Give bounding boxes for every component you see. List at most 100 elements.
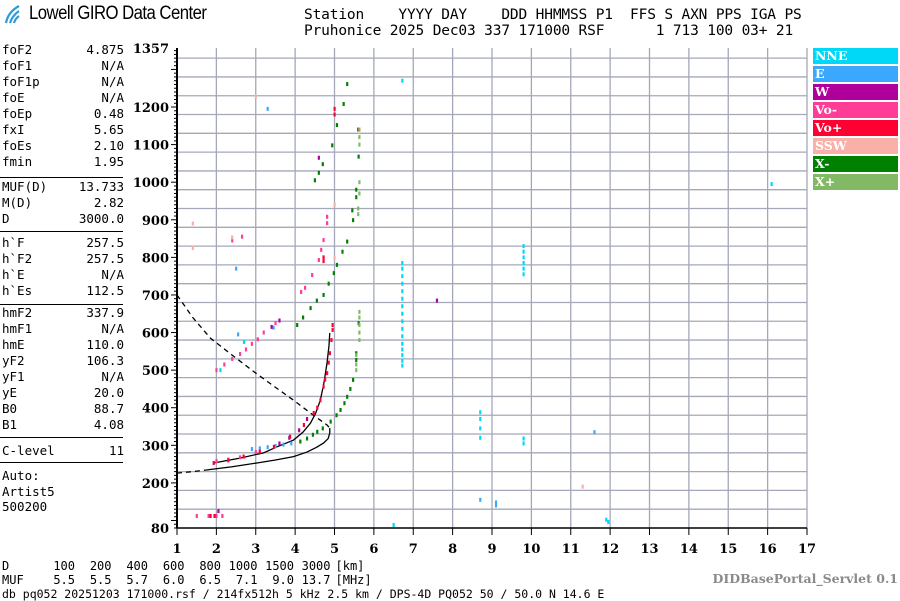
data-point-xplus (358, 180, 361, 185)
data-point-nne (522, 272, 525, 277)
legend-item-e: E (813, 66, 898, 82)
data-point-xminus (322, 292, 325, 297)
param-row: yF2 106.3 (2, 353, 124, 369)
data-point-nne (401, 334, 404, 339)
data-point-voplus (302, 423, 305, 428)
table-cell: 5.7 (126, 573, 148, 587)
data-point-ssw (581, 484, 584, 489)
data-point-xminus (296, 323, 299, 328)
param-label: foEp (2, 106, 33, 121)
data-point-e (272, 325, 275, 330)
param-value: 4.08 (93, 417, 124, 432)
data-point-vominus (223, 362, 226, 367)
data-point-xplus (358, 315, 361, 320)
divider (0, 177, 123, 178)
distance-row: D 100 200 400 600 800 1000 1500 3000 [km] (2, 559, 364, 573)
data-point-ssw (333, 202, 336, 207)
param-value: N/A (101, 267, 124, 282)
data-point-vominus (254, 450, 257, 455)
autoscaler-info: Artist5 (2, 483, 55, 499)
param-row: MUF(D) 13.733 (2, 179, 124, 195)
param-value: 13.733 (78, 179, 124, 194)
x-tick-label: 3 (251, 542, 260, 557)
divider (0, 231, 123, 232)
data-point-xplus (355, 368, 358, 373)
x-tick-label: 1 (172, 542, 181, 557)
data-point-voplus (258, 449, 261, 454)
legend-item-voplus: Vo+ (813, 120, 898, 136)
param-value: 88.7 (93, 401, 124, 416)
data-point-nne (479, 416, 482, 421)
data-point-xplus (358, 309, 361, 314)
table-cell: 3000 (301, 559, 331, 573)
data-point-nne (401, 353, 404, 358)
data-point-e (479, 497, 482, 502)
param-row: M(D) 2.82 (2, 195, 124, 211)
param-label: fmin (2, 154, 33, 169)
param-value: N/A (101, 90, 124, 105)
data-point-vominus (322, 238, 325, 243)
x-tick-label: 15 (719, 542, 737, 557)
data-point-ssw (231, 235, 234, 240)
data-point-e (494, 503, 498, 508)
data-point-xminus (313, 178, 317, 183)
data-point-w (270, 324, 273, 329)
param-value: 4.875 (86, 42, 124, 57)
wifi-logo-icon (4, 5, 20, 24)
data-point-xplus (357, 206, 360, 211)
profile-curve (205, 428, 331, 471)
divider (0, 304, 123, 305)
data-point-xminus (352, 218, 355, 223)
data-point-nne (522, 441, 525, 446)
servlet-version: DIDBasePortal_Servlet 0.1 (712, 571, 898, 586)
data-point-xminus (335, 123, 339, 128)
table-cell: 5.5 (89, 573, 112, 587)
data-point-nne (479, 410, 482, 415)
data-point-nne (401, 347, 404, 352)
logo: Lowell GIRO Data Center (4, 3, 231, 25)
param-value: 3000.0 (78, 211, 124, 226)
data-point-voplus (324, 377, 327, 382)
param-value: 2.82 (93, 195, 124, 210)
data-point-nne (401, 281, 404, 286)
param-label: foE (2, 90, 25, 105)
data-point-vominus (256, 337, 259, 342)
data-point-voplus (319, 398, 322, 403)
data-point-xplus (357, 212, 360, 217)
data-point-nne (401, 296, 404, 301)
y-tick-label: 600 (142, 327, 169, 342)
table-cell: 1000 (228, 559, 258, 573)
data-point-xminus (355, 357, 358, 362)
dashed-curve (176, 294, 331, 429)
data-point-voplus (326, 371, 329, 376)
x-tick-label: 7 (409, 542, 418, 557)
data-point-voplus (333, 112, 336, 117)
data-point-vominus (221, 513, 224, 518)
data-point-xminus (341, 249, 344, 254)
muf-row: MUF 5.5 5.5 5.7 6.0 6.5 7.1 9.0 13.7 [MHz] (2, 573, 372, 587)
table-cell: 6.0 (162, 573, 185, 587)
data-point-xminus (317, 170, 320, 175)
data-point-nne (392, 522, 395, 527)
data-point-xminus (346, 394, 349, 399)
data-point-e (266, 445, 269, 450)
data-point-vominus (239, 351, 242, 356)
data-point-vominus (215, 459, 218, 464)
param-label: yF1 (2, 369, 25, 384)
param-value: N/A (101, 74, 124, 89)
data-point-nne (607, 519, 610, 524)
data-point-vominus (215, 368, 218, 373)
param-value: 1.95 (93, 154, 124, 169)
data-point-voplus (328, 351, 331, 356)
data-point-ssw (191, 245, 194, 250)
param-value: N/A (101, 321, 124, 336)
data-point-xminus (299, 439, 302, 444)
data-point-vominus (207, 513, 210, 518)
data-point-voplus (327, 360, 330, 365)
divider (0, 462, 123, 463)
param-row: foF2 4.875 (2, 42, 124, 58)
param-label: foEs (2, 138, 33, 153)
data-point-nne (401, 289, 404, 294)
x-tick-label: 16 (759, 542, 777, 557)
data-point-vominus (195, 513, 198, 518)
